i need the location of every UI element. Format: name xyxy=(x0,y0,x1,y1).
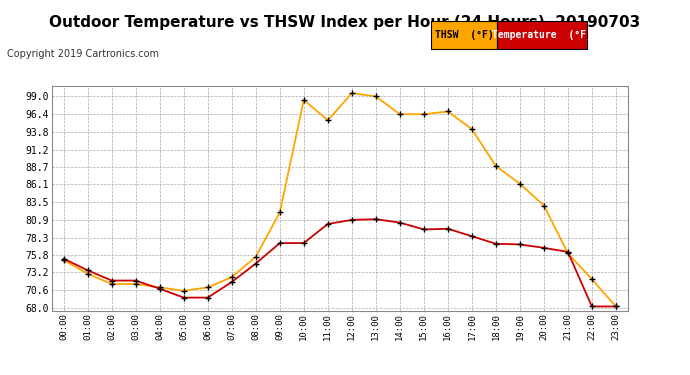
Text: THSW  (°F): THSW (°F) xyxy=(435,30,493,40)
Text: Temperature  (°F): Temperature (°F) xyxy=(492,30,591,40)
Text: Outdoor Temperature vs THSW Index per Hour (24 Hours)  20190703: Outdoor Temperature vs THSW Index per Ho… xyxy=(50,15,640,30)
Text: Copyright 2019 Cartronics.com: Copyright 2019 Cartronics.com xyxy=(7,49,159,59)
